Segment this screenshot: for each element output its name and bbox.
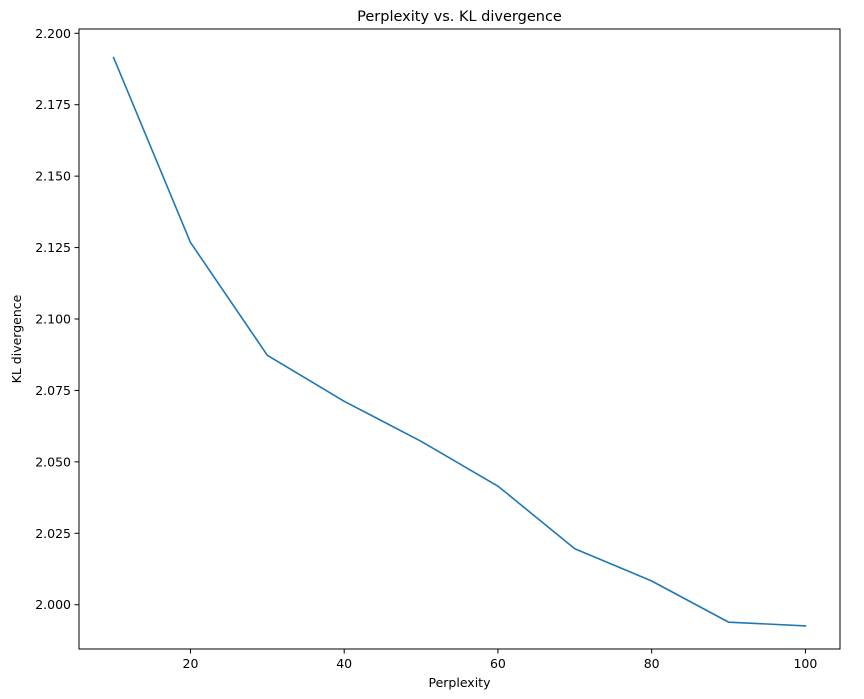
y-tick-label: 2.100 bbox=[35, 312, 71, 327]
y-axis-label: KL divergence bbox=[9, 294, 24, 383]
y-tick-label: 2.125 bbox=[35, 240, 71, 255]
series-layer bbox=[112, 56, 807, 627]
y-axis: 2.000 2.025 2.050 2.075 2.100 2.125 2.150 2.175… bbox=[35, 26, 79, 612]
y-tick-label: 2.050 bbox=[35, 454, 71, 469]
x-tick-label: 40 bbox=[336, 656, 352, 671]
plot-area bbox=[79, 29, 840, 649]
axes-frame bbox=[78, 28, 841, 650]
x-tick-label: 60 bbox=[490, 656, 506, 671]
axes-background bbox=[79, 29, 840, 649]
x-tick-label: 80 bbox=[644, 656, 660, 671]
y-tick-label: 2.150 bbox=[35, 169, 71, 184]
y-tick-label: 2.000 bbox=[35, 597, 71, 612]
y-tick-label: 2.025 bbox=[35, 526, 71, 541]
x-axis-label: Perplexity bbox=[429, 675, 492, 690]
x-tick-label: 100 bbox=[793, 656, 817, 671]
series-line bbox=[112, 56, 807, 627]
chart-title: Perplexity vs. KL divergence bbox=[357, 9, 562, 25]
y-tick-label: 2.075 bbox=[35, 383, 71, 398]
y-tick-label: 2.175 bbox=[35, 97, 71, 112]
x-axis: 20 40 60 80 100 bbox=[183, 649, 817, 671]
x-tick-label: 20 bbox=[183, 656, 199, 671]
y-tick-label: 2.200 bbox=[35, 26, 71, 41]
